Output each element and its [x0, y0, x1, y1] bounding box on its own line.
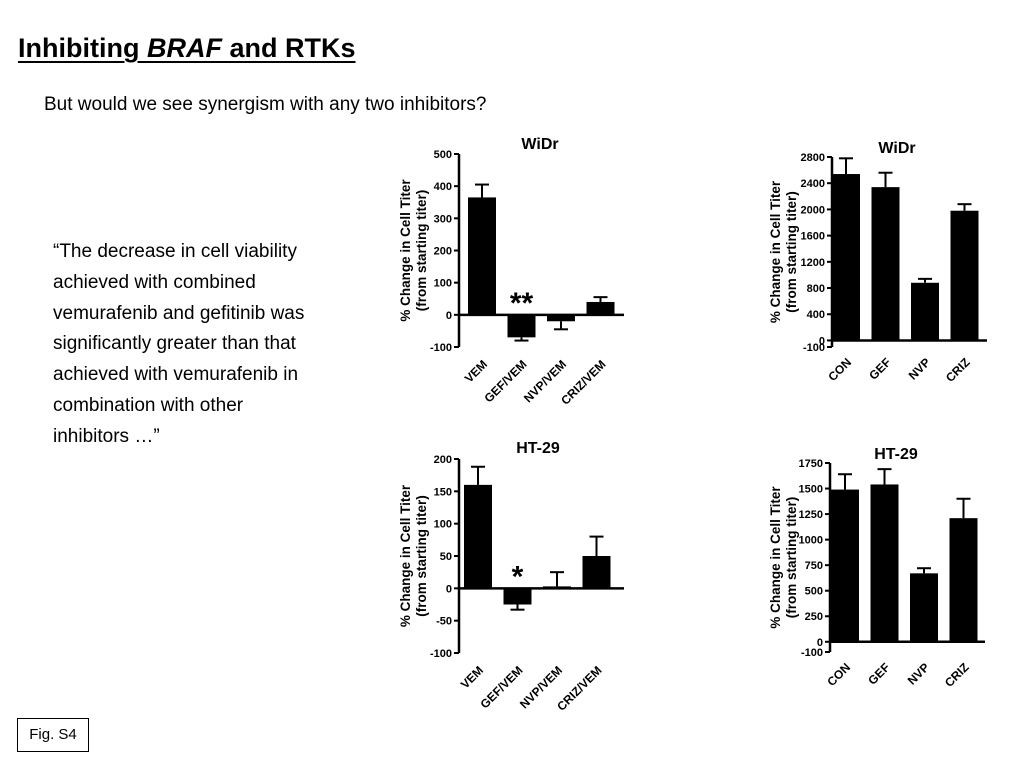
category-label: NVP	[906, 355, 933, 382]
y-tick-label: -100	[801, 647, 823, 659]
y-tick-label: -100	[430, 648, 452, 660]
y-tick-label: 1600	[801, 231, 825, 243]
y-tick-label: 300	[434, 213, 452, 225]
title-suffix: and RTKs	[221, 33, 356, 63]
y-axis-label: % Change in Cell Titer(from starting tit…	[768, 180, 799, 323]
y-tick-label: -100	[430, 342, 452, 354]
bar-gef-vem	[503, 588, 532, 605]
y-axis-label-line: % Change in Cell Titer	[398, 179, 413, 322]
chart-widr-single: WiDr % Change in Cell Titer(from starting…	[768, 140, 987, 385]
y-tick-label: 200	[434, 454, 452, 466]
y-axis-label-line: (from starting titer)	[414, 190, 429, 312]
title-prefix: Inhibiting	[18, 33, 147, 63]
y-tick-label: 400	[434, 181, 452, 193]
category-label: VEM	[462, 357, 490, 385]
bar-nvp	[910, 573, 938, 642]
y-axis-label-line: (from starting titer)	[414, 495, 429, 617]
bar-con	[831, 489, 859, 642]
category-label: CRIZ	[942, 660, 972, 690]
bar-vem	[468, 197, 496, 315]
category-label: NVP	[905, 660, 932, 687]
y-axis-label: % Change in Cell Titer(from starting tit…	[768, 486, 799, 629]
bar-con	[832, 174, 860, 341]
chart-title: HT-29	[516, 440, 560, 457]
category-label: CON	[824, 660, 853, 689]
category-label: CON	[825, 355, 854, 384]
y-tick-label: 1750	[799, 458, 823, 470]
y-tick-label: 800	[807, 283, 825, 295]
bar-nvp	[911, 282, 939, 341]
y-tick-label: 400	[807, 309, 825, 321]
bar-criz	[950, 210, 979, 341]
chart-title: WiDr	[878, 140, 915, 157]
y-tick-label: 0	[817, 637, 823, 649]
y-tick-label: 2000	[801, 204, 825, 216]
y-tick-label: 100	[434, 519, 452, 531]
y-tick-label: 500	[805, 586, 823, 598]
y-tick-label: 100	[434, 278, 452, 290]
y-tick-label: 50	[440, 551, 452, 563]
bar-nvp-vem	[547, 314, 575, 322]
bar-vem	[464, 484, 492, 589]
chart-widr-combination: WiDr % Change in Cell Titer(from starting…	[398, 136, 624, 408]
y-tick-label: 0	[819, 335, 825, 347]
y-axis-label-line: % Change in Cell Titer	[398, 484, 413, 627]
y-tick-label: 2400	[801, 178, 825, 190]
bar-gef	[871, 187, 900, 341]
category-label: CRIZ	[943, 355, 973, 385]
y-axis-label-line: (from starting titer)	[784, 497, 799, 619]
y-axis-label: % Change in Cell Titer(from starting tit…	[398, 484, 429, 627]
significance-mark: **	[510, 287, 534, 320]
bar-criz-vem	[582, 556, 611, 589]
y-axis-label: % Change in Cell Titer(from starting tit…	[398, 179, 429, 322]
y-tick-label: 1000	[799, 535, 823, 547]
chart-ht29-single: HT-29 % Change in Cell Titer(from startin…	[768, 446, 985, 690]
bar-criz-vem	[586, 301, 615, 315]
y-tick-label: 0	[446, 583, 452, 595]
significance-mark: *	[512, 560, 524, 593]
chart-title: HT-29	[874, 446, 918, 463]
y-axis-label-line: (from starting titer)	[784, 191, 799, 313]
category-label: GEF	[865, 660, 892, 687]
y-tick-label: 200	[434, 246, 452, 258]
y-tick-label: 250	[805, 611, 823, 623]
bar-gef-vem	[507, 314, 536, 338]
figure-label: Fig. S4	[17, 718, 89, 752]
slide-title: Inhibiting BRAF and RTKs	[18, 33, 355, 64]
y-axis-label-line: % Change in Cell Titer	[768, 180, 783, 323]
bar-criz	[949, 518, 978, 642]
y-tick-label: -50	[436, 616, 452, 628]
category-label: GEF	[866, 355, 893, 382]
quote-text: “The decrease in cell viability achieved…	[53, 241, 305, 447]
y-tick-label: 500	[434, 149, 452, 161]
title-braf: BRAF	[146, 33, 222, 63]
y-tick-label: 150	[434, 486, 452, 498]
y-tick-label: -100	[803, 342, 825, 354]
y-tick-label: 1500	[799, 484, 823, 496]
y-tick-label: 1200	[801, 257, 825, 269]
chart-title: WiDr	[521, 136, 558, 153]
y-tick-label: 0	[446, 310, 452, 322]
bar-gef	[870, 484, 899, 642]
chart-ht29-combination: HT-29 % Change in Cell Titer(from startin…	[398, 440, 624, 714]
slide-subtitle: But would we see synergism with any two …	[44, 94, 487, 115]
category-label: VEM	[458, 663, 486, 691]
y-tick-label: 1250	[799, 509, 823, 521]
y-axis-label-line: % Change in Cell Titer	[768, 486, 783, 629]
y-tick-label: 2800	[801, 152, 825, 164]
y-tick-label: 750	[805, 560, 823, 572]
